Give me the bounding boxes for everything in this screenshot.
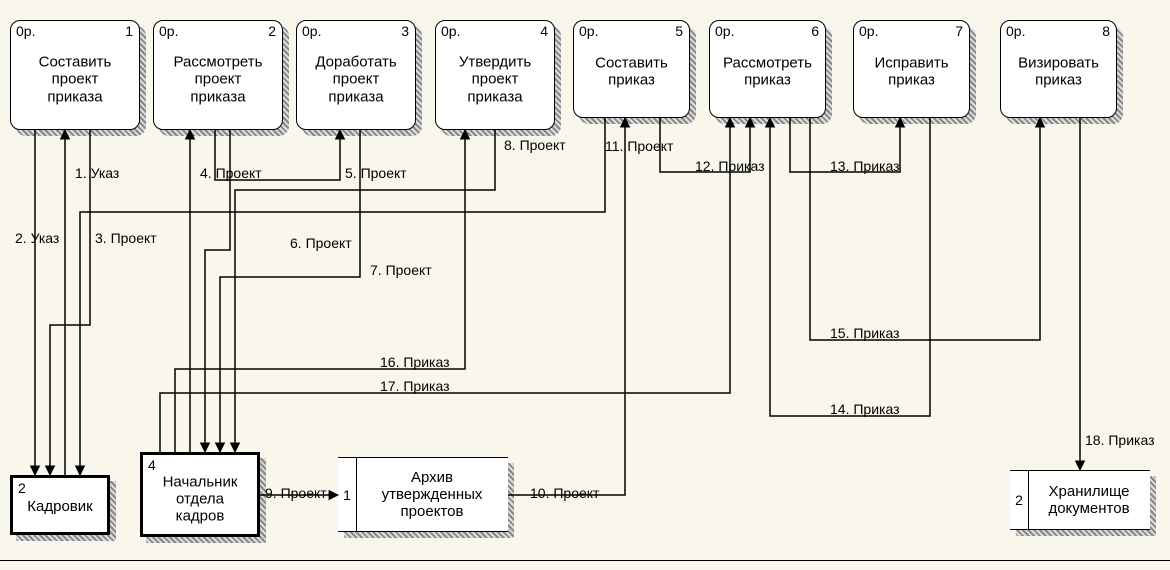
node-a1: 2 Кадровик	[10, 475, 110, 535]
edge-3	[50, 130, 90, 475]
node-label: Визировать приказ	[1001, 55, 1116, 90]
node-corner-tr: 6	[811, 23, 819, 39]
edge-label-7: 7. Проект	[370, 262, 432, 278]
edge-label-2: 2. Указ	[15, 230, 59, 246]
node-s1: 1Архив утвержденных проектов	[338, 457, 508, 532]
node-label: Доработать проект приказа	[297, 53, 415, 105]
node-label: Рассмотреть проект приказа	[154, 53, 282, 105]
node-corner-tl: 0р.	[441, 23, 460, 39]
node-corner-tl: 2	[18, 480, 26, 496]
edge-label-17: 17. Приказ	[380, 378, 450, 394]
store-id: 1	[338, 458, 357, 531]
edge-label-12: 12. Приказ	[695, 158, 765, 174]
edge-label-4: 4. Проект	[200, 165, 262, 181]
node-label: Составить приказ	[574, 55, 689, 90]
edge-label-15: 15. Приказ	[830, 325, 900, 341]
node-b4: 0р. 4 Утвердить проект приказа	[435, 20, 555, 130]
store-id: 2	[1010, 471, 1029, 529]
edge-label-13: 13. Приказ	[830, 158, 900, 174]
node-corner-tl: 0р.	[16, 23, 35, 39]
node-label: Утвердить проект приказа	[436, 53, 554, 105]
edge-label-5: 5. Проект	[345, 165, 407, 181]
node-corner-tl: 4	[148, 457, 156, 473]
edge-15	[810, 118, 1040, 340]
node-corner-tl: 0р.	[1006, 23, 1025, 39]
node-corner-tr: 1	[125, 23, 133, 39]
edge-label-10: 10. Проект	[530, 485, 599, 501]
node-label: Составить проект приказа	[11, 53, 139, 105]
edge-label-6: 6. Проект	[290, 235, 352, 251]
node-b2: 0р. 2 Рассмотреть проект приказа	[153, 20, 283, 130]
edge-label-1: 1. Указ	[75, 165, 119, 181]
edge-label-14: 14. Приказ	[830, 401, 900, 417]
node-b1: 0р. 1 Составить проект приказа	[10, 20, 140, 130]
node-corner-tr: 8	[1102, 23, 1110, 39]
store-label: Архив утвержденных проектов	[360, 469, 504, 521]
node-b7: 0р. 7 Исправить приказ	[853, 20, 970, 118]
node-label: Кадровик	[13, 498, 107, 515]
edge-label-11: 11. Проект	[605, 138, 673, 154]
node-b3: 0р. 3 Доработать проект приказа	[296, 20, 416, 130]
node-b5: 0р. 5 Составить приказ	[573, 20, 690, 118]
node-corner-tl: 0р.	[715, 23, 734, 39]
edge-11	[80, 118, 605, 475]
node-corner-tr: 2	[268, 23, 276, 39]
node-label: Рассмотреть приказ	[710, 55, 825, 90]
node-b8: 0р. 8 Визировать приказ	[1000, 20, 1117, 118]
node-corner-tr: 3	[401, 23, 409, 39]
node-a2: 4Начальник отдела кадров	[140, 452, 260, 537]
node-corner-tr: 5	[675, 23, 683, 39]
node-corner-tl: 0р.	[859, 23, 878, 39]
store-label: Хранилище документов	[1032, 483, 1146, 518]
node-label: Исправить приказ	[854, 55, 969, 90]
node-corner-tl: 0р.	[159, 23, 178, 39]
node-label: Начальник отдела кадров	[143, 473, 257, 525]
node-corner-tl: 0р.	[302, 23, 321, 39]
edge-label-3: 3. Проект	[95, 230, 157, 246]
node-b6: 0р. 6 Рассмотреть приказ	[709, 20, 826, 118]
edge-label-16: 16. Приказ	[380, 354, 450, 370]
edge-label-18: 18. Приказ	[1085, 432, 1155, 448]
edge-10	[508, 118, 625, 495]
edge-label-9: 9. Проект	[265, 485, 327, 501]
node-s2: 2Хранилище документов	[1010, 470, 1150, 530]
node-corner-tr: 7	[955, 23, 963, 39]
edge-label-8: 8. Проект	[504, 137, 566, 153]
node-corner-tr: 4	[540, 23, 548, 39]
node-corner-tl: 0р.	[579, 23, 598, 39]
